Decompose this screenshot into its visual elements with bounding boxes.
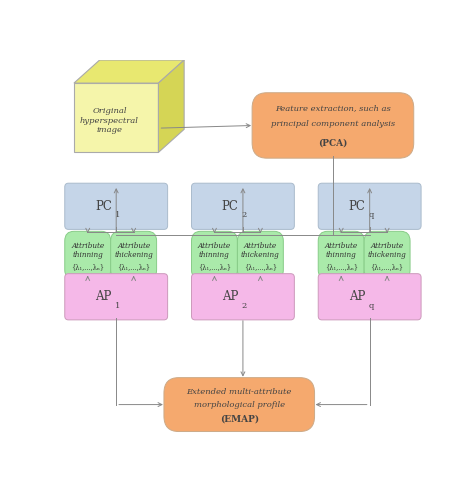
Text: 2: 2 xyxy=(242,212,247,220)
Text: thickening: thickening xyxy=(368,252,407,260)
Text: Attribute: Attribute xyxy=(244,242,277,250)
FancyBboxPatch shape xyxy=(65,274,168,320)
FancyBboxPatch shape xyxy=(318,232,364,280)
Text: PC: PC xyxy=(222,200,238,213)
FancyBboxPatch shape xyxy=(364,232,410,280)
Text: AP: AP xyxy=(95,290,112,304)
Text: {λ₁,...,λₙ}: {λ₁,...,λₙ} xyxy=(244,264,277,272)
Text: 1: 1 xyxy=(115,212,120,220)
FancyBboxPatch shape xyxy=(65,232,110,280)
Text: morphological profile: morphological profile xyxy=(194,400,285,408)
Text: Attribute: Attribute xyxy=(71,242,104,250)
Text: thickening: thickening xyxy=(114,252,153,260)
Text: AP: AP xyxy=(222,290,238,304)
Text: 2: 2 xyxy=(242,302,247,310)
Text: q: q xyxy=(369,302,374,310)
Text: {λ₁,...,λₙ}: {λ₁,...,λₙ} xyxy=(71,264,104,272)
FancyBboxPatch shape xyxy=(191,232,237,280)
Text: thinning: thinning xyxy=(73,252,103,260)
FancyBboxPatch shape xyxy=(237,232,283,280)
Text: {λ₁,...,λₙ}: {λ₁,...,λₙ} xyxy=(371,264,404,272)
Text: q: q xyxy=(369,212,374,220)
Text: {λ₁,...,λₙ}: {λ₁,...,λₙ} xyxy=(198,264,231,272)
Text: Attribute: Attribute xyxy=(198,242,231,250)
Text: (PCA): (PCA) xyxy=(318,138,347,147)
FancyBboxPatch shape xyxy=(164,378,315,432)
FancyBboxPatch shape xyxy=(65,183,168,230)
Text: thinning: thinning xyxy=(326,252,356,260)
Text: Original
hyperspectral
image: Original hyperspectral image xyxy=(80,108,139,134)
Polygon shape xyxy=(158,60,184,152)
FancyBboxPatch shape xyxy=(191,183,294,230)
Text: (EMAP): (EMAP) xyxy=(219,414,259,423)
Text: thinning: thinning xyxy=(199,252,230,260)
Text: principal component analysis: principal component analysis xyxy=(271,120,395,128)
Text: Attribute: Attribute xyxy=(371,242,404,250)
Text: PC: PC xyxy=(348,200,365,213)
Text: Extended multi-attribute: Extended multi-attribute xyxy=(187,388,292,396)
Text: AP: AP xyxy=(349,290,365,304)
Text: Feature extraction, such as: Feature extraction, such as xyxy=(275,104,391,112)
Text: Attribute: Attribute xyxy=(325,242,358,250)
Polygon shape xyxy=(74,83,158,152)
FancyBboxPatch shape xyxy=(252,92,414,158)
FancyBboxPatch shape xyxy=(191,274,294,320)
Text: {λ₁,...,λₙ}: {λ₁,...,λₙ} xyxy=(117,264,150,272)
Polygon shape xyxy=(74,60,184,83)
FancyBboxPatch shape xyxy=(318,183,421,230)
Text: Attribute: Attribute xyxy=(117,242,150,250)
FancyBboxPatch shape xyxy=(110,232,156,280)
Text: thickening: thickening xyxy=(241,252,280,260)
Text: 1: 1 xyxy=(115,302,120,310)
Text: PC: PC xyxy=(95,200,112,213)
FancyBboxPatch shape xyxy=(318,274,421,320)
Text: {λ₁,...,λₙ}: {λ₁,...,λₙ} xyxy=(325,264,358,272)
